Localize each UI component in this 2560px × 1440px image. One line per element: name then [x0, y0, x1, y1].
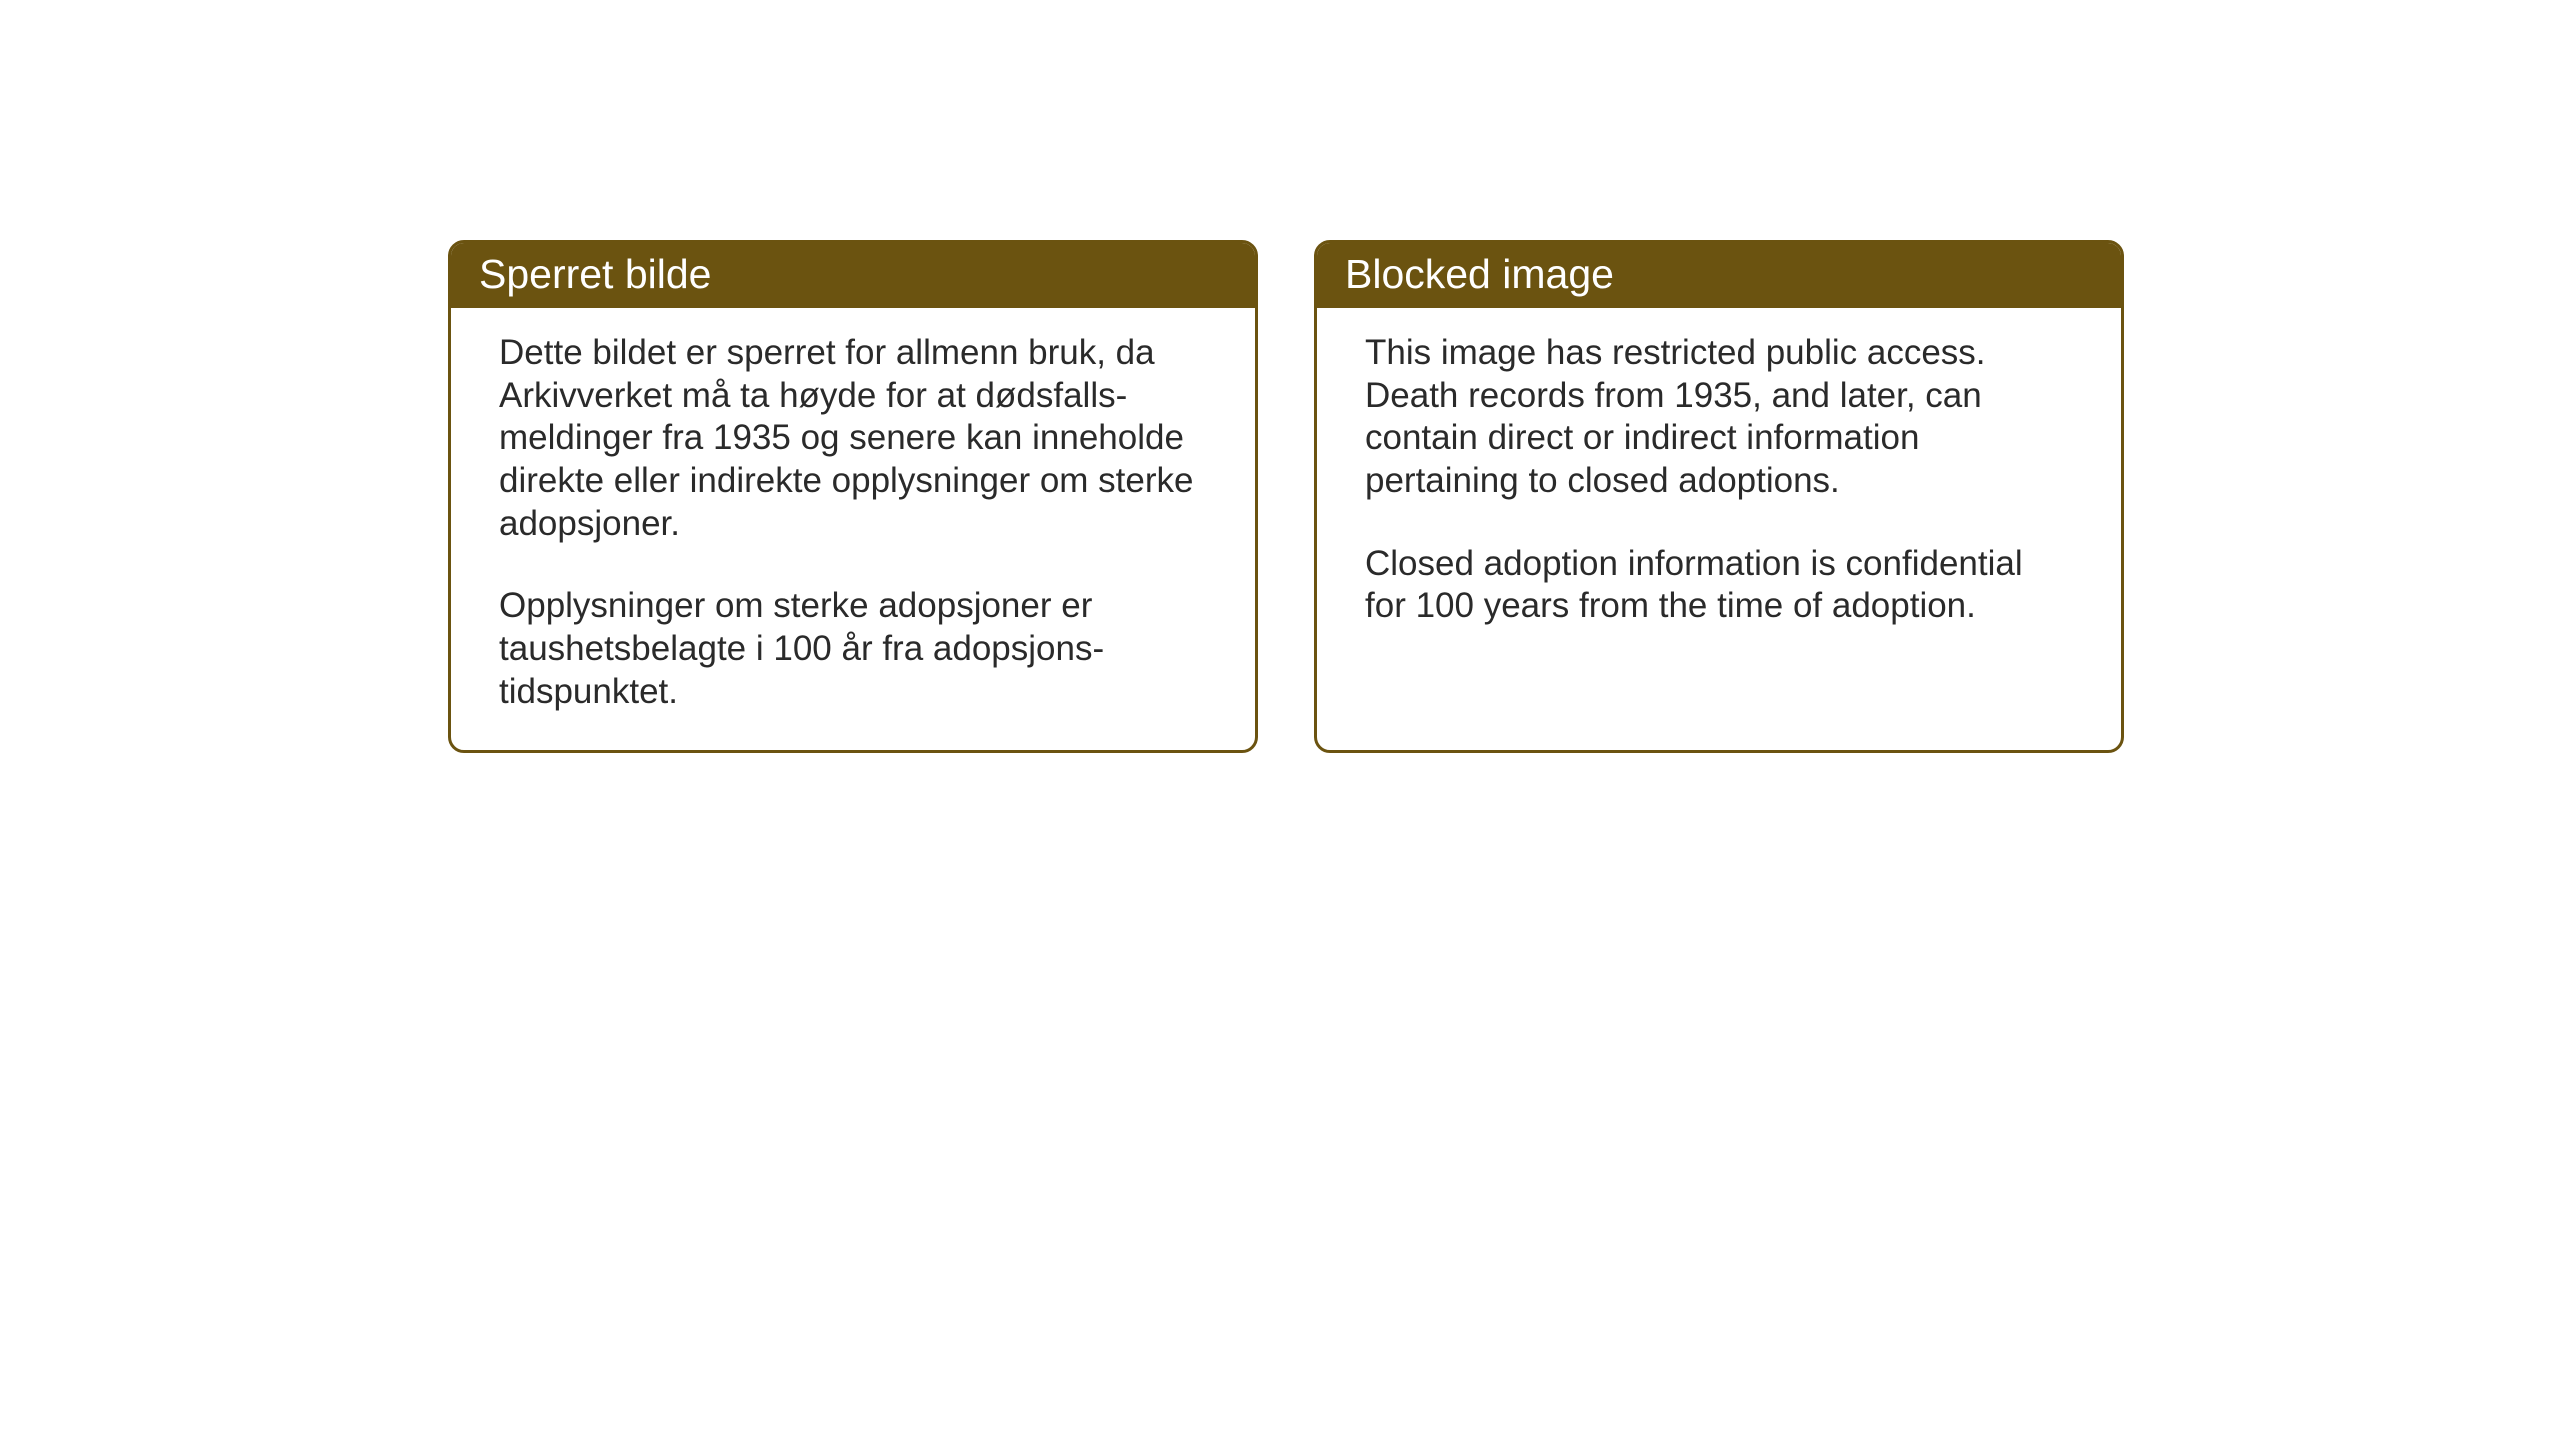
card-body-english: This image has restricted public access.…: [1317, 308, 2121, 664]
card-body-norwegian: Dette bildet er sperret for allmenn bruk…: [451, 308, 1255, 750]
card-header-english: Blocked image: [1317, 243, 2121, 308]
card-title-norwegian: Sperret bilde: [479, 251, 711, 297]
card-title-english: Blocked image: [1345, 251, 1614, 297]
cards-container: Sperret bilde Dette bildet er sperret fo…: [448, 240, 2124, 753]
card-norwegian: Sperret bilde Dette bildet er sperret fo…: [448, 240, 1258, 753]
card-paragraph1-norwegian: Dette bildet er sperret for allmenn bruk…: [499, 332, 1207, 545]
card-header-norwegian: Sperret bilde: [451, 243, 1255, 308]
card-english: Blocked image This image has restricted …: [1314, 240, 2124, 753]
card-paragraph1-english: This image has restricted public access.…: [1365, 332, 2073, 503]
card-paragraph2-norwegian: Opplysninger om sterke adopsjoner er tau…: [499, 585, 1207, 713]
card-paragraph2-english: Closed adoption information is confident…: [1365, 543, 2073, 628]
